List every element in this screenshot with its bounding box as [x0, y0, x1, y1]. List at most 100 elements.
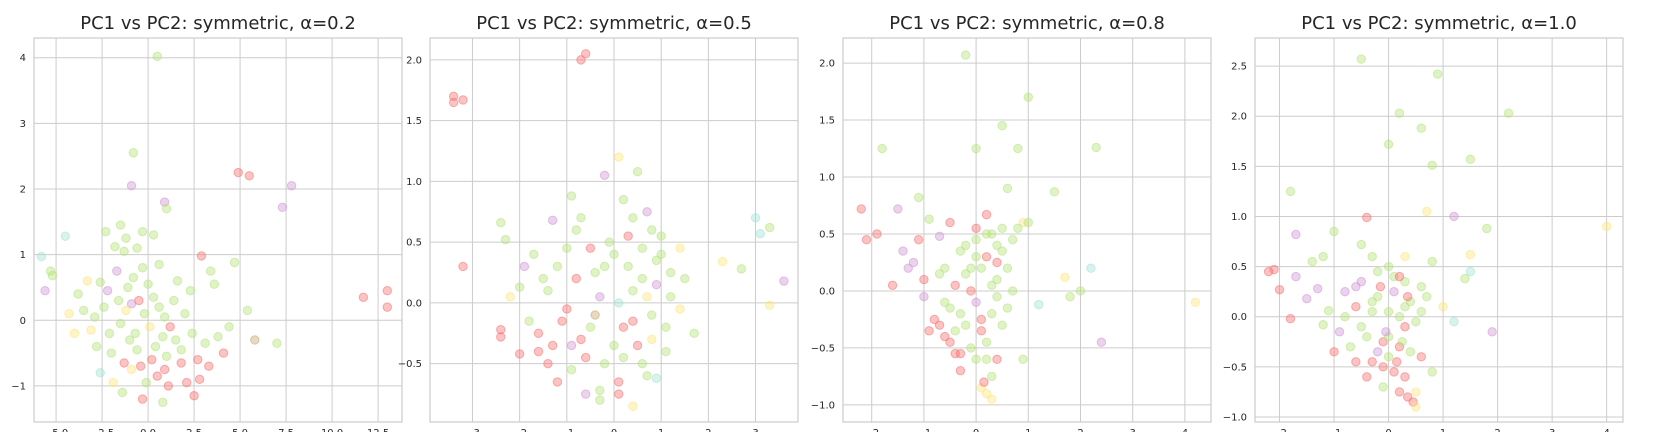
scatter-point-4-84	[1375, 281, 1386, 292]
chart-title-3: PC1 vs PC2: symmetric, α=0.8	[889, 13, 1165, 34]
scatter-point-1-4	[161, 203, 172, 214]
x-tick-label-2-3: 0	[611, 428, 617, 432]
scatter-point-1-54	[147, 354, 157, 365]
x-tick-label-3-2: 0	[973, 428, 979, 432]
scatter-point-4-67	[1427, 367, 1437, 377]
scatter-point-2-64	[604, 237, 614, 247]
scatter-point-2-13	[547, 215, 558, 225]
scatter-point-4-77	[1340, 312, 1350, 322]
scatter-point-4-81	[1400, 301, 1410, 312]
y-tick-label-3-2: 0.0	[819, 286, 835, 297]
scatter-point-3-20	[955, 246, 966, 256]
scatter-point-4-38	[1318, 320, 1328, 330]
scatter-point-2-69	[580, 352, 591, 363]
scatter-point-3-6	[1091, 142, 1101, 153]
plot-frame-4	[1254, 37, 1624, 423]
scatter-point-1-17	[121, 233, 131, 243]
scatter-point-3-23	[997, 246, 1007, 256]
scatter-point-4-25	[1274, 284, 1285, 295]
y-tick-label-4-0: −1.0	[1223, 412, 1247, 423]
scatter-point-1-29	[154, 302, 164, 312]
scatter-point-1-49	[86, 325, 96, 335]
scatter-point-4-45	[1449, 317, 1459, 327]
scatter-point-3-88	[992, 240, 1002, 251]
y-tick-label-4-2: 0.0	[1231, 312, 1247, 323]
scatter-point-2-79	[614, 298, 624, 308]
scatter-point-3-37	[997, 320, 1007, 330]
scatter-point-2-16	[647, 225, 657, 235]
scatter-point-2-70	[599, 358, 610, 369]
scatter-point-2-50	[562, 304, 572, 314]
scatter-point-2-4	[580, 49, 591, 59]
scatter-point-4-6	[1465, 154, 1476, 165]
scatter-point-3-79	[1002, 303, 1013, 313]
scatter-point-4-56	[1389, 367, 1399, 377]
panel-1: −5.0 −2.5 0.0 2.5 5.0 7.5 10.0 12.5 −1 0 1 2 3 4 PC1…	[11, 13, 403, 432]
scatter-point-4-36	[1465, 266, 1476, 277]
panel-3: −2 −1 0 1 2 3 4 −1.0 −0.5 0.0 0.5 1.0 1.5 2.0 PC1 vs…	[811, 13, 1212, 432]
x-tick-label-1-6: 10.0	[321, 428, 343, 432]
scatter-point-3-45	[940, 331, 950, 342]
scatter-point-4-44	[1411, 317, 1421, 327]
scatter-point-4-85	[1402, 291, 1413, 302]
scatter-point-3-17	[893, 204, 903, 214]
scatter-point-4-34	[1416, 281, 1426, 292]
x-tick-label-4-6: 4	[1603, 428, 1609, 432]
x-tick-label-1-0: −5.0	[44, 428, 68, 432]
scatter-point-2-83	[566, 340, 577, 351]
scatter-point-2-43	[675, 304, 685, 314]
scatter-point-2-59	[651, 279, 662, 290]
scatter-point-1-86	[152, 371, 162, 381]
scatter-point-1-37	[78, 305, 89, 316]
scatter-point-2-46	[628, 316, 638, 326]
scatter-point-1-41	[130, 328, 140, 339]
scatter-point-2-67	[538, 273, 548, 284]
scatter-point-3-24	[903, 263, 913, 273]
scatter-point-4-10	[1449, 211, 1459, 222]
scatter-point-1-56	[176, 358, 186, 368]
y-tick-label-2-2: 0.5	[406, 238, 422, 249]
x-tick-label-1-7: 12.5	[367, 428, 389, 432]
scatter-point-2-39	[628, 401, 638, 411]
scatter-point-1-68	[250, 335, 260, 345]
scatter-point-2-31	[533, 346, 544, 357]
scatter-point-3-85	[971, 223, 981, 233]
x-tick-label-4-2: 0	[1385, 428, 1391, 432]
scatter-point-1-75	[165, 322, 175, 332]
scatter-point-3-1	[1023, 92, 1034, 102]
scatter-point-3-43	[992, 354, 1002, 365]
scatter-point-1-97	[224, 322, 234, 332]
scatter-point-1-39	[99, 302, 109, 312]
scatter-point-2-28	[496, 324, 506, 335]
scatter-point-1-60	[108, 377, 118, 388]
scatter-point-3-84	[950, 348, 960, 359]
scatter-point-2-40	[642, 371, 652, 381]
scatter-point-2-77	[524, 316, 534, 326]
scatter-point-3-70	[992, 291, 1002, 302]
y-tick-label-4-1: −0.5	[1223, 362, 1247, 373]
scatter-point-3-61	[981, 252, 992, 262]
scatter-point-3-10	[924, 214, 934, 224]
scatter-point-2-74	[665, 292, 676, 302]
scatter-point-3-16	[872, 229, 882, 239]
scatter-point-4-19	[1367, 251, 1377, 262]
scatter-point-2-62	[637, 243, 648, 253]
scatter-point-3-48	[987, 371, 997, 382]
scatter-point-3-64	[966, 286, 976, 296]
scatter-point-4-87	[1381, 327, 1391, 337]
scatter-point-4-24	[1263, 266, 1274, 277]
scatter-point-2-73	[647, 310, 657, 320]
scatter-point-4-55	[1378, 362, 1388, 372]
scatter-point-1-26	[113, 295, 124, 306]
scatter-point-4-0	[1356, 54, 1367, 64]
scatter-point-2-21	[755, 228, 765, 239]
x-tick-label-2-5: 2	[705, 428, 711, 432]
x-tick-label-1-3: 2.5	[186, 428, 202, 432]
scatter-point-2-52	[529, 249, 539, 260]
scatter-point-3-56	[1034, 299, 1044, 310]
scatter-point-1-24	[95, 277, 105, 287]
scatter-point-1-31	[185, 286, 196, 296]
scatter-point-1-93	[194, 374, 205, 385]
scatter-point-3-49	[976, 383, 987, 393]
scatter-point-4-14	[1329, 226, 1339, 237]
